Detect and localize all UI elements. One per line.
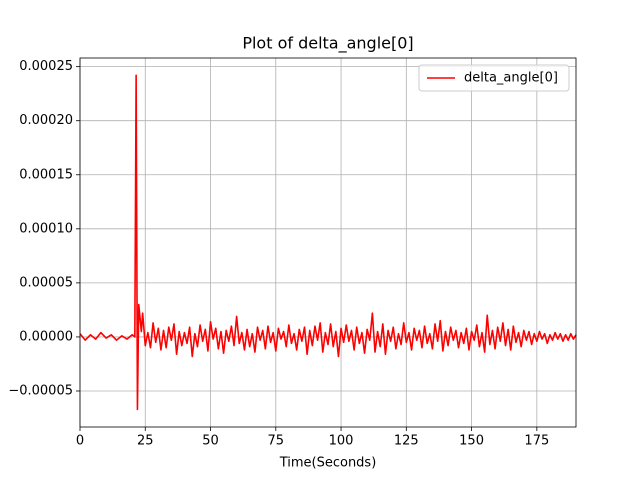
x-tick-label: 125 — [394, 434, 419, 449]
y-tick-label: 0.00025 — [19, 59, 73, 74]
x-tick-label: 25 — [137, 434, 154, 449]
plot-frame — [79, 57, 577, 428]
chart-title: Plot of delta_angle[0] — [242, 34, 413, 54]
x-axis-label: Time(Seconds) — [279, 456, 377, 471]
y-tick-label: 0.00010 — [19, 221, 73, 236]
x-tick-label: 175 — [524, 434, 549, 449]
x-tick-label: 150 — [459, 434, 484, 449]
y-tick-label: 0.00020 — [19, 113, 73, 128]
y-tick-label: 0.00015 — [19, 167, 73, 182]
x-tick-label: 100 — [329, 434, 354, 449]
legend-label: delta_angle[0] — [464, 71, 558, 86]
y-tick-label: −0.00005 — [8, 383, 73, 398]
x-tick-label: 0 — [76, 434, 84, 449]
data-line — [79, 74, 577, 411]
y-tick-label: 0.00000 — [19, 329, 73, 344]
x-tick-label: 50 — [202, 434, 219, 449]
x-tick-label: 75 — [268, 434, 285, 449]
y-tick-label: 0.00005 — [19, 275, 73, 290]
legend-box — [418, 64, 570, 92]
